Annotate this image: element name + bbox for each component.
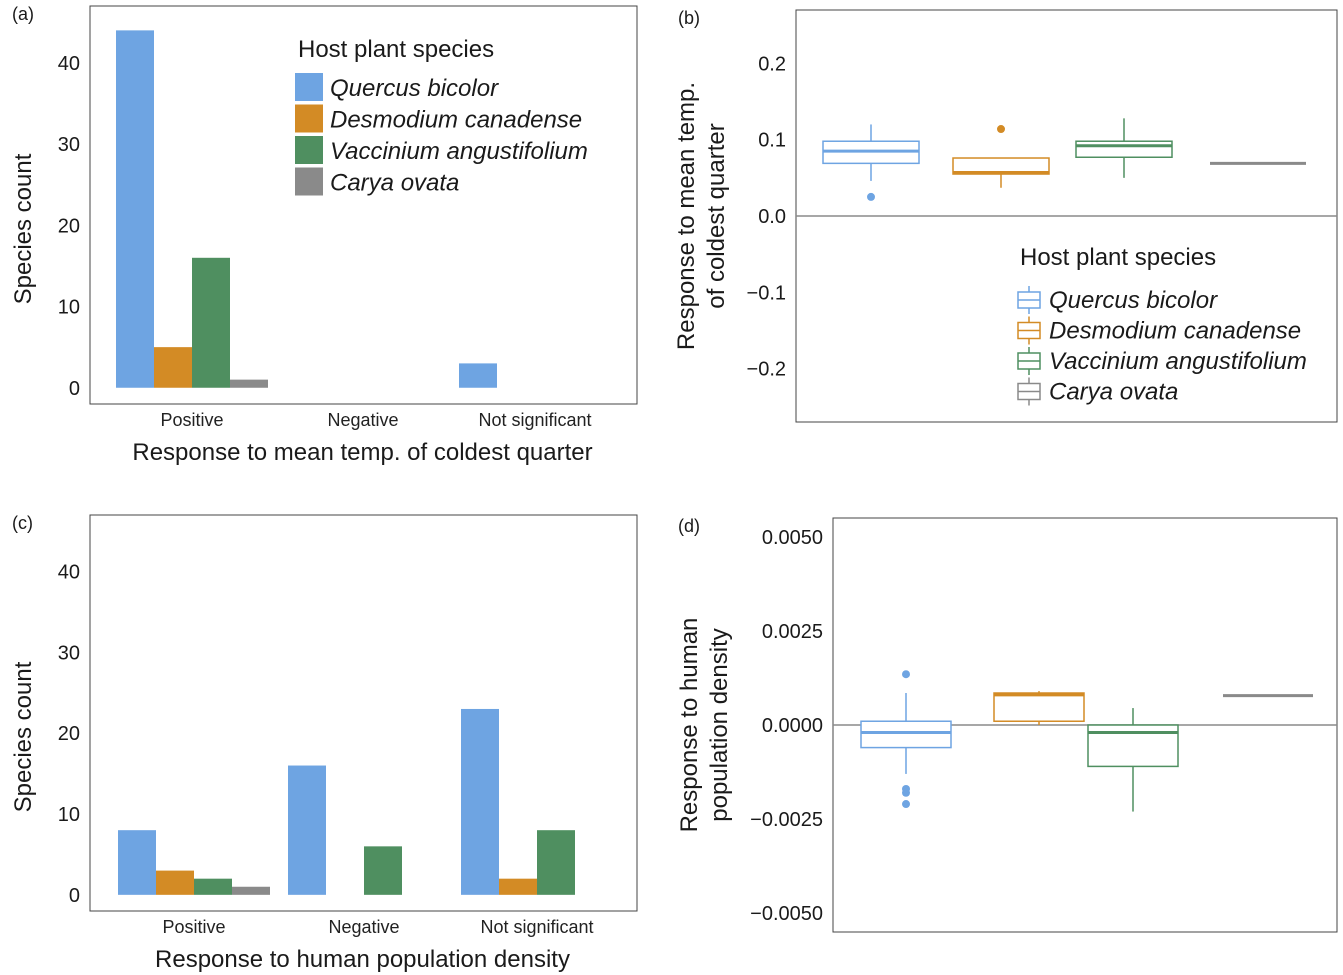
bar bbox=[459, 363, 497, 388]
bar bbox=[288, 765, 326, 895]
x-tick-label: Positive bbox=[162, 917, 225, 937]
legend-label: Quercus bicolor bbox=[330, 75, 499, 102]
y-tick-label: 0.0 bbox=[758, 206, 786, 228]
legend-box-key bbox=[1017, 316, 1041, 345]
bar bbox=[154, 347, 192, 388]
box-quercus-bicolor bbox=[822, 124, 920, 201]
y-axis-title-line: Response to mean temp. bbox=[673, 82, 700, 350]
outlier-point bbox=[902, 670, 910, 679]
y-tick-label: 10 bbox=[58, 297, 80, 319]
y-tick-label: 0 bbox=[69, 378, 80, 400]
y-tick-label: −0.2 bbox=[747, 359, 786, 381]
box-desmodium-canadense bbox=[993, 691, 1085, 725]
y-tick-label: 0.0000 bbox=[762, 715, 823, 737]
legend-title: Host plant species bbox=[298, 36, 494, 63]
box-desmodium-canadense bbox=[952, 125, 1050, 188]
legend-label: Vaccinium angustifolium bbox=[330, 138, 588, 165]
box bbox=[993, 692, 1085, 722]
box bbox=[1075, 140, 1173, 159]
legend-label: Quercus bicolor bbox=[1049, 287, 1218, 314]
bar bbox=[116, 30, 154, 388]
panel-d-box-plot: 0.0050 0.0025 0.0000 −0.0025 −0.0050 Response… bbox=[676, 516, 1338, 933]
y-tick-label: 0.0050 bbox=[762, 527, 823, 549]
x-tick-label: Not significant bbox=[480, 917, 593, 937]
bar bbox=[232, 886, 270, 895]
bar bbox=[230, 379, 268, 388]
y-tick-label: 40 bbox=[58, 53, 80, 75]
legend-title: Host plant species bbox=[1020, 244, 1216, 271]
legend-label: Carya ovata bbox=[1049, 379, 1178, 406]
y-tick-label: −0.0025 bbox=[750, 809, 823, 831]
y-tick-label: 20 bbox=[58, 215, 80, 237]
bar bbox=[499, 878, 537, 895]
legend-label: Carya ovata bbox=[330, 170, 459, 197]
legend-panel-a: Host plant species Quercus bicolor Desmodi… bbox=[295, 36, 588, 197]
outlier-point bbox=[997, 125, 1005, 134]
box bbox=[860, 720, 952, 749]
y-axis-title-line: population density bbox=[706, 628, 733, 821]
panel-label: (a) bbox=[12, 4, 34, 24]
x-axis-title: Response to human population density bbox=[155, 946, 570, 973]
y-axis-title: Species count bbox=[10, 661, 37, 812]
bar bbox=[364, 846, 402, 895]
box bbox=[952, 157, 1050, 175]
y-tick-label: 30 bbox=[58, 642, 80, 664]
y-axis-title: Species count bbox=[10, 153, 37, 304]
bar bbox=[156, 870, 194, 895]
panel-c-bar-chart: 0 10 20 30 40 Positive Negative Not significant… bbox=[10, 513, 638, 973]
y-axis-title-line: Response to human bbox=[676, 618, 703, 833]
y-tick-label: −0.0050 bbox=[750, 903, 823, 925]
y-tick-label: 10 bbox=[58, 804, 80, 826]
bar bbox=[461, 708, 499, 895]
bar bbox=[192, 257, 230, 388]
legend-swatch bbox=[295, 167, 323, 196]
panel-label: (d) bbox=[678, 516, 700, 536]
legend-swatch bbox=[295, 73, 323, 101]
bar bbox=[537, 830, 575, 895]
legend-box-key bbox=[1017, 377, 1041, 406]
y-tick-label: 0.2 bbox=[758, 53, 786, 75]
outlier-point bbox=[902, 788, 910, 797]
legend-label: Vaccinium angustifolium bbox=[1049, 348, 1307, 375]
bar bbox=[194, 878, 232, 895]
legend-panel-b: Host plant species Quercus bicolor Desmodi… bbox=[1017, 244, 1307, 406]
legend-label: Desmodium canadense bbox=[1049, 318, 1301, 345]
legend-swatch bbox=[295, 136, 323, 164]
legend-label: Desmodium canadense bbox=[330, 107, 582, 134]
outlier-point bbox=[867, 192, 875, 201]
x-tick-label: Negative bbox=[328, 917, 399, 937]
y-axis-title: Response to mean temp. of coldest quarter bbox=[673, 82, 730, 350]
y-tick-label: −0.1 bbox=[747, 282, 786, 304]
y-tick-label: 30 bbox=[58, 134, 80, 156]
y-axis-title: Response to human population density bbox=[676, 618, 733, 833]
y-tick-label: 0 bbox=[69, 885, 80, 907]
y-axis-title-line: of coldest quarter bbox=[703, 123, 730, 308]
plot-frame bbox=[89, 514, 638, 912]
panel-a-bar-chart: 0 10 20 30 40 Positive Negative Not significant… bbox=[10, 4, 638, 466]
panel-b-box-plot: 0.2 0.1 0.0 −0.1 −0.2 Response to mean temp. o… bbox=[673, 8, 1338, 423]
x-tick-label: Not significant bbox=[478, 410, 591, 430]
panel-label: (b) bbox=[678, 8, 700, 28]
plot-frame bbox=[89, 5, 638, 405]
box-quercus-bicolor bbox=[860, 670, 952, 809]
panel-label: (c) bbox=[12, 513, 33, 533]
x-tick-label: Negative bbox=[327, 410, 398, 430]
bar bbox=[118, 830, 156, 895]
box-vaccinium-angustifolium bbox=[1075, 118, 1173, 178]
outlier-point bbox=[902, 800, 910, 809]
y-tick-label: 0.1 bbox=[758, 130, 786, 152]
x-axis-title: Response to mean temp. of coldest quarte… bbox=[132, 439, 592, 466]
legend-box-key bbox=[1017, 347, 1041, 375]
legend-swatch bbox=[295, 104, 323, 133]
y-tick-label: 0.0025 bbox=[762, 621, 823, 643]
x-tick-label: Positive bbox=[160, 410, 223, 430]
legend-box-key bbox=[1017, 286, 1041, 314]
box-vaccinium-angustifolium bbox=[1087, 708, 1179, 812]
y-tick-label: 20 bbox=[58, 723, 80, 745]
y-tick-label: 40 bbox=[58, 562, 80, 584]
